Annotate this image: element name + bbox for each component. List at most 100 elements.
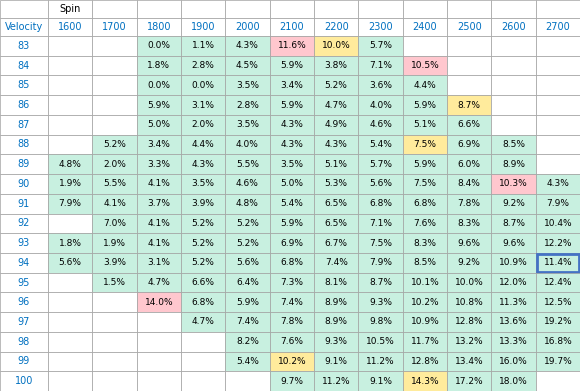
Bar (358, 332, 403, 352)
Bar (181, 115, 226, 135)
Text: 3.8%: 3.8% (325, 61, 347, 70)
Bar (358, 56, 403, 75)
Bar (48, 273, 92, 292)
Text: 16.8%: 16.8% (543, 337, 572, 346)
Bar (403, 18, 447, 36)
Bar (181, 174, 226, 194)
Bar (137, 292, 181, 312)
Bar (314, 115, 358, 135)
Bar (0, 194, 48, 213)
Text: 6.8%: 6.8% (280, 258, 303, 267)
Text: 6.6%: 6.6% (458, 120, 481, 129)
Bar (0, 352, 48, 371)
Text: 3.5%: 3.5% (191, 179, 215, 188)
Text: 95: 95 (18, 278, 30, 287)
Bar (536, 312, 580, 332)
Text: 5.9%: 5.9% (147, 100, 171, 109)
Text: 85: 85 (18, 80, 30, 90)
Text: 87: 87 (18, 120, 30, 130)
Bar (181, 352, 226, 371)
Text: 8.4%: 8.4% (458, 179, 481, 188)
Bar (226, 332, 270, 352)
Text: 7.0%: 7.0% (103, 219, 126, 228)
Bar (536, 213, 580, 233)
Text: 94: 94 (18, 258, 30, 268)
Text: 1700: 1700 (102, 22, 127, 32)
Bar (0, 332, 48, 352)
Bar (358, 253, 403, 273)
Bar (491, 292, 536, 312)
Bar (48, 0, 92, 18)
Bar (270, 95, 314, 115)
Bar (137, 154, 181, 174)
Text: 3.5%: 3.5% (236, 120, 259, 129)
Text: 1.9%: 1.9% (103, 239, 126, 248)
Text: 11.2%: 11.2% (366, 357, 395, 366)
Bar (270, 312, 314, 332)
Text: 5.2%: 5.2% (103, 140, 126, 149)
Text: 8.5%: 8.5% (414, 258, 436, 267)
Text: 5.4%: 5.4% (280, 199, 303, 208)
Text: 6.7%: 6.7% (325, 239, 347, 248)
Bar (447, 312, 491, 332)
Text: 16.0%: 16.0% (499, 357, 528, 366)
Text: 3.4%: 3.4% (147, 140, 171, 149)
Bar (314, 371, 358, 391)
Text: 9.3%: 9.3% (369, 298, 392, 307)
Text: 4.8%: 4.8% (236, 199, 259, 208)
Text: 5.2%: 5.2% (325, 81, 347, 90)
Bar (137, 56, 181, 75)
Bar (536, 0, 580, 18)
Text: 99: 99 (18, 357, 30, 366)
Text: 3.1%: 3.1% (191, 100, 215, 109)
Bar (536, 371, 580, 391)
Text: 3.7%: 3.7% (147, 199, 171, 208)
Bar (48, 174, 92, 194)
Bar (447, 75, 491, 95)
Bar (226, 115, 270, 135)
Bar (48, 36, 92, 56)
Text: 11.7%: 11.7% (411, 337, 439, 346)
Text: 5.2%: 5.2% (192, 258, 215, 267)
Bar (491, 95, 536, 115)
Bar (48, 115, 92, 135)
Bar (536, 253, 580, 273)
Text: 5.9%: 5.9% (414, 160, 436, 169)
Text: 90: 90 (18, 179, 30, 189)
Bar (48, 371, 92, 391)
Bar (447, 0, 491, 18)
Bar (137, 273, 181, 292)
Text: 6.9%: 6.9% (458, 140, 481, 149)
Bar (403, 253, 447, 273)
Bar (0, 56, 48, 75)
Text: 7.5%: 7.5% (414, 179, 436, 188)
Text: 14.3%: 14.3% (411, 377, 439, 386)
Bar (181, 18, 226, 36)
Bar (491, 0, 536, 18)
Text: 7.8%: 7.8% (458, 199, 481, 208)
Text: 7.4%: 7.4% (325, 258, 347, 267)
Text: 9.2%: 9.2% (458, 258, 481, 267)
Bar (447, 18, 491, 36)
Bar (0, 0, 48, 18)
Bar (137, 174, 181, 194)
Text: 5.1%: 5.1% (325, 160, 347, 169)
Text: 7.6%: 7.6% (414, 219, 436, 228)
Text: 10.1%: 10.1% (411, 278, 439, 287)
Text: 4.7%: 4.7% (192, 317, 215, 326)
Text: 8.2%: 8.2% (236, 337, 259, 346)
Bar (270, 233, 314, 253)
Bar (358, 213, 403, 233)
Text: 5.9%: 5.9% (280, 61, 303, 70)
Bar (181, 75, 226, 95)
Text: 8.5%: 8.5% (502, 140, 525, 149)
Bar (491, 273, 536, 292)
Bar (0, 213, 48, 233)
Bar (358, 135, 403, 154)
Text: 6.8%: 6.8% (369, 199, 392, 208)
Text: 17.2%: 17.2% (455, 377, 484, 386)
Bar (137, 213, 181, 233)
Bar (403, 115, 447, 135)
Text: 9.1%: 9.1% (369, 377, 392, 386)
Bar (358, 95, 403, 115)
